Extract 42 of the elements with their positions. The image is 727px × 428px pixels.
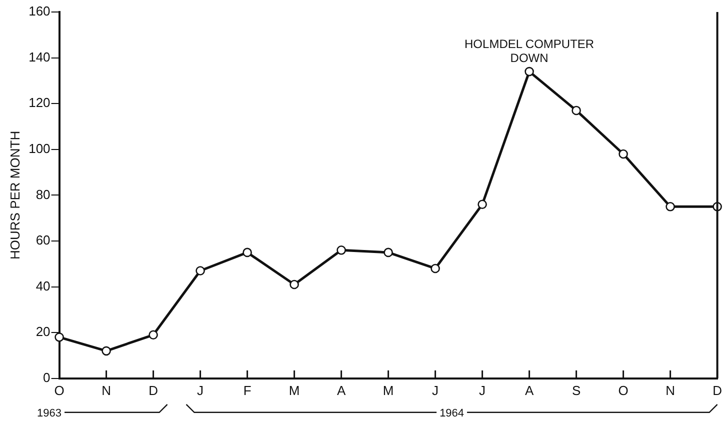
x-tick-label: A [524, 382, 534, 398]
point [524, 66, 534, 76]
x-tick-label: O [618, 382, 628, 398]
x-tick-label: N [666, 382, 675, 398]
point [666, 202, 675, 212]
annotation: HOLMDEL COMPUTER DOWN [464, 36, 594, 65]
point [54, 332, 64, 342]
y-tick-label: 80 [36, 186, 50, 202]
x-tick-label: D [148, 382, 158, 398]
x-tick-label: A [336, 382, 346, 398]
point [430, 264, 440, 274]
point [384, 248, 393, 258]
point [618, 149, 628, 159]
x-tick-label: O [54, 382, 64, 398]
point [102, 346, 111, 356]
y-tick-label: 60 [36, 232, 50, 248]
y-tick-label: 0 [43, 370, 50, 385]
y-tick-label: 140 [28, 49, 50, 64]
y-tick-label: 100 [28, 140, 50, 156]
x-tick-label: N [102, 382, 111, 398]
text: 1963 [37, 407, 62, 420]
point [196, 266, 205, 276]
y-tick-label: 20 [36, 324, 50, 340]
x-tick-label: F [243, 382, 252, 398]
y-tick-label: 120 [28, 95, 50, 110]
point [290, 280, 299, 290]
y-tick-label: 160 [28, 4, 50, 19]
point [572, 106, 581, 116]
point [336, 246, 346, 255]
x-tick-label: S [572, 382, 581, 398]
text: 1964 [440, 407, 464, 420]
y-axis-title: HOURS PER MONTH [7, 130, 22, 260]
x-tick-label: J [197, 382, 204, 398]
x-tick-label: M [288, 382, 300, 398]
x-tick-label: D [712, 382, 722, 398]
point [242, 248, 252, 258]
y-tick-label: 40 [36, 278, 50, 294]
x-tick-label: J [432, 382, 439, 398]
x-tick-label: J [479, 382, 486, 398]
point [148, 330, 158, 340]
x-tick-label: M [382, 382, 394, 398]
point [478, 200, 487, 210]
